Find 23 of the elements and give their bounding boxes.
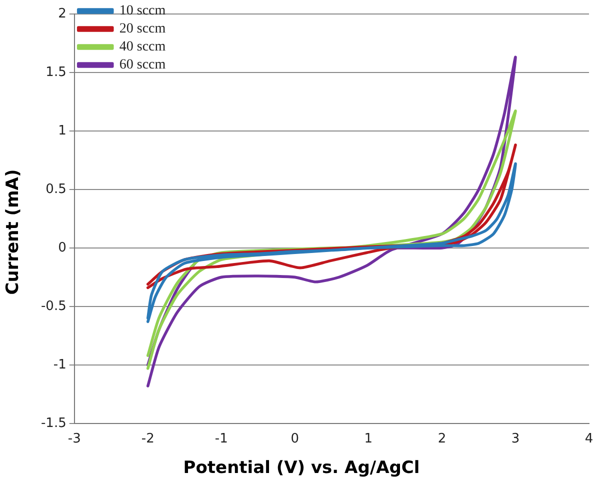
x-tick-label: 4	[584, 432, 594, 447]
x-tick-label: 0	[290, 432, 300, 447]
line-series	[146, 162, 517, 324]
y-tick-label: -1.5	[40, 416, 66, 431]
y-tick-label: 1.5	[46, 64, 66, 80]
x-tick-label: -1	[214, 432, 228, 447]
y-axis-title: Current (mA)	[3, 168, 23, 297]
legend-label: 60 sccm	[119, 58, 166, 73]
y-tick-label: 1	[58, 123, 66, 138]
x-tick-label: 2	[438, 432, 446, 447]
x-tick-label: 1	[364, 432, 373, 447]
y-tick-label: 2	[58, 6, 66, 22]
x-tick-label: -3	[68, 432, 81, 447]
y-tick-label: 0.5	[46, 182, 66, 197]
y-tick-label: 0	[58, 240, 66, 256]
x-tick-label: 3	[511, 432, 520, 447]
legend-label: 40 sccm	[119, 40, 166, 55]
legend-label: 20 sccm	[119, 22, 166, 37]
x-axis-title: Potential (V) vs. Ag/AgCl	[182, 458, 421, 478]
legend-label: 10 sccm	[119, 4, 166, 19]
x-tick-label: -2	[141, 432, 154, 447]
y-tick-label: -1	[53, 357, 66, 372]
y-tick-label: -0.5	[40, 298, 66, 314]
